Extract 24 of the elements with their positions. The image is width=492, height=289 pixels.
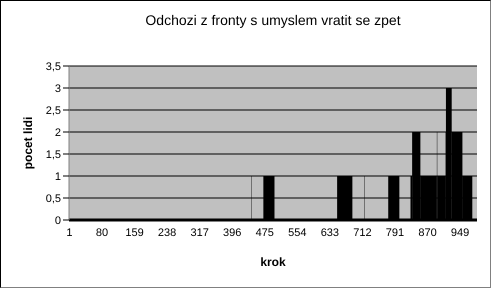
y-tick-label: 3,5 [46,60,61,73]
x-tick-label: 159 [125,226,144,239]
y-tick-label: 0,5 [46,192,61,205]
x-tick-label: 949 [450,226,470,239]
x-tick-label: 870 [418,226,437,239]
x-tick-label: 712 [353,226,372,239]
x-tick-label: 1 [66,226,72,239]
y-tick-label: 2,5 [46,104,61,117]
x-axis-title: krok [259,255,287,269]
x-tick-label: 554 [288,226,306,239]
x-tick-label: 396 [223,226,242,239]
y-tick-label: 1,5 [46,148,61,161]
x-tick-label: 475 [256,226,274,239]
chart-title: Odchozi z fronty s umyslem vratit se zpet [144,12,402,28]
y-tick-label: 2 [54,126,61,139]
x-tick-label: 238 [158,226,176,239]
x-tick-label: 80 [96,226,108,239]
x-tick-label: 791 [386,226,404,239]
y-axis-title: pocet lidi [21,116,35,170]
y-tick-label: 3 [54,82,61,95]
y-tick-label: 1 [54,170,61,183]
x-tick-label: 633 [320,226,340,239]
y-tick-label: 0 [54,214,61,227]
x-tick-label: 317 [190,226,209,239]
